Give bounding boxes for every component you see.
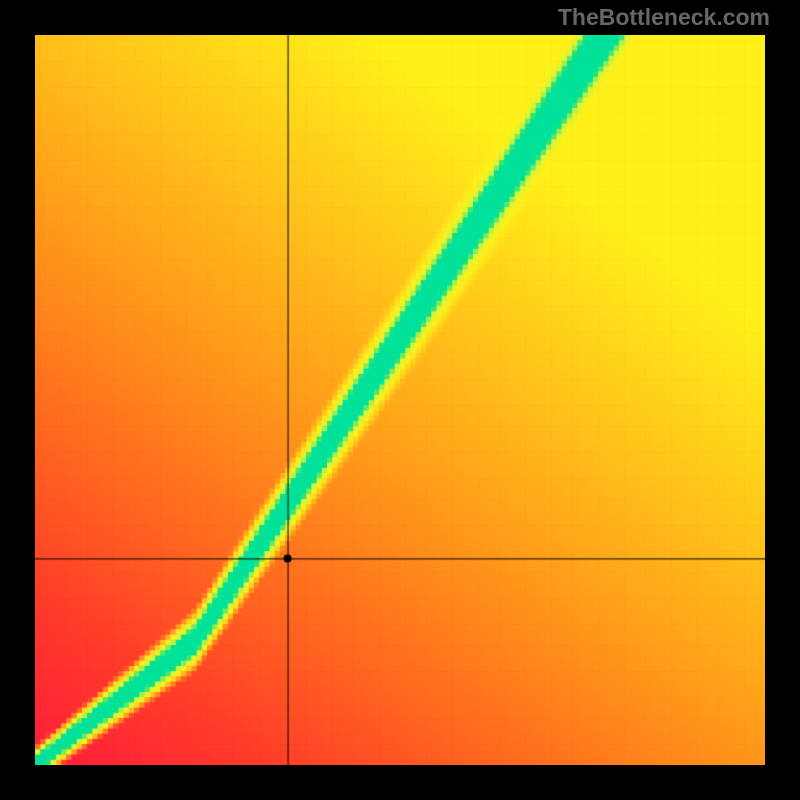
- chart-frame: TheBottleneck.com: [0, 0, 800, 800]
- heatmap-canvas: [35, 35, 765, 765]
- watermark-text: TheBottleneck.com: [558, 4, 770, 31]
